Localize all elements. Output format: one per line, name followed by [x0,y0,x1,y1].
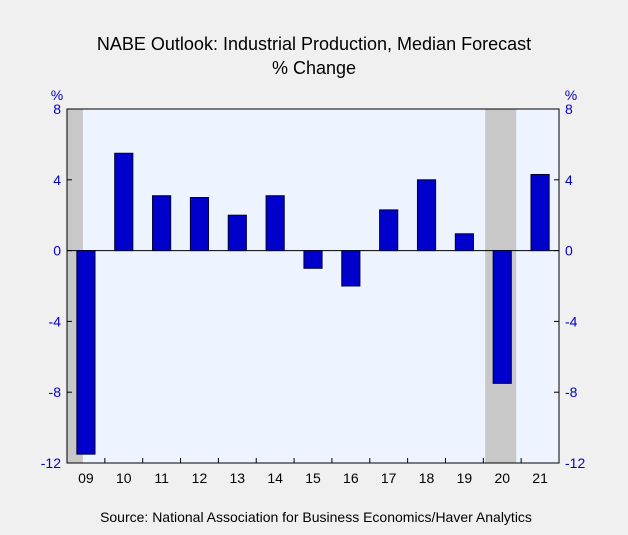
bar-10 [114,152,134,252]
x-tick-label: 21 [532,470,548,486]
y-tick-label-left: 0 [53,243,61,259]
bar-09 [76,250,96,455]
y-tick-label-left: 8 [53,101,61,117]
chart-title: NABE Outlook: Industrial Production, Med… [97,34,531,54]
y-axis-unit-right: % [565,87,577,103]
x-tick-label: 17 [381,470,397,486]
y-tick-label-right: 4 [565,172,573,188]
y-axis-unit-left: % [51,87,63,103]
y-tick-label-right: 0 [565,243,573,259]
x-tick-label: 09 [78,470,94,486]
y-tick-label-left: -4 [49,313,62,329]
bar-14 [265,195,285,252]
source-note: Source: National Association for Busines… [100,509,532,525]
x-tick-label: 12 [192,470,208,486]
y-tick-label-right: 8 [565,101,573,117]
x-tick-label: 18 [419,470,435,486]
plot-background [67,109,559,463]
y-tick-label-right: -8 [565,384,578,400]
bar-21 [530,173,550,252]
y-tick-label-left: 4 [53,172,61,188]
x-tick-label: 10 [116,470,132,486]
y-tick-label-right: -4 [565,313,578,329]
bar-17 [379,209,399,252]
bar-15 [303,250,323,269]
bar-13 [227,214,247,252]
bar-11 [152,195,172,252]
bar-19 [454,233,474,252]
bar-18 [416,179,437,252]
bar-16 [341,250,361,287]
y-tick-label-left: -8 [49,384,62,400]
chart-subtitle: % Change [272,58,356,78]
x-tick-label: 16 [343,470,359,486]
x-tick-label: 11 [154,470,169,486]
y-tick-label-right: -12 [565,455,585,471]
y-tick-label-left: -12 [41,455,61,471]
x-tick-label: 15 [305,470,321,486]
x-tick-label: 19 [457,470,473,486]
bar-12 [189,197,210,252]
plot-frame [66,108,560,464]
bar-20 [492,250,512,384]
x-tick-label: 13 [230,470,246,486]
x-tick-label: 20 [494,470,510,486]
plot-area: 8 8 4 4 0 0 -4 -4 -8 -8 -12 -12 09 10 11 12 13 14 15 16 17 18… [41,101,586,486]
x-tick-label: 14 [267,470,283,486]
